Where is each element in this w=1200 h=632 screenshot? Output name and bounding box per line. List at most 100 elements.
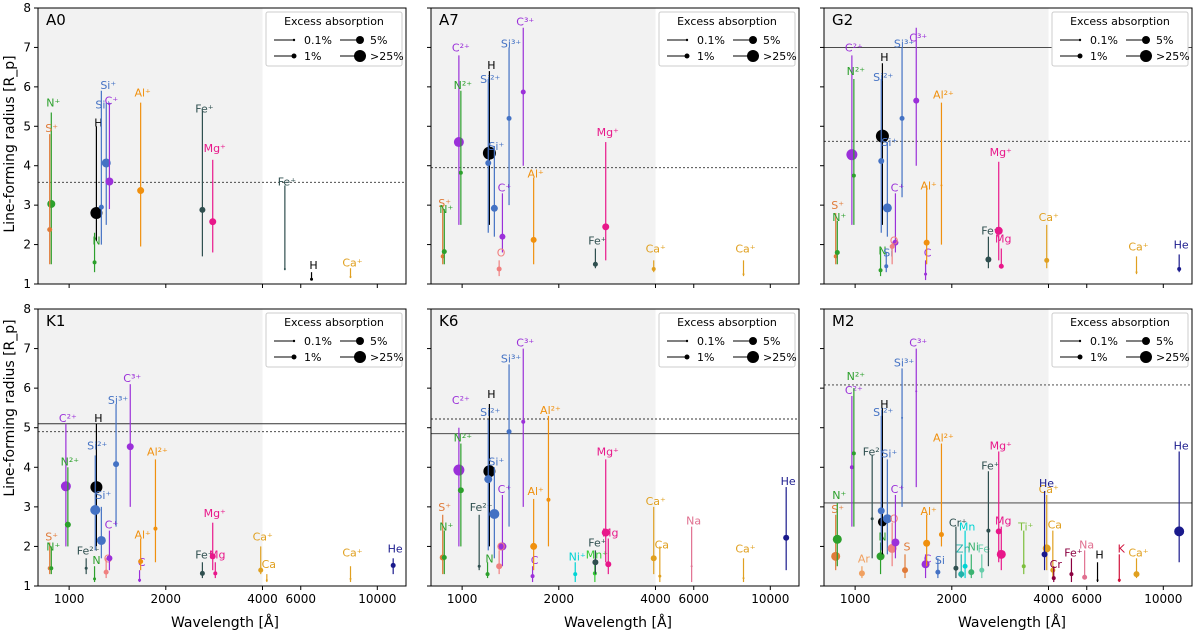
- legend-marker: [1140, 50, 1152, 62]
- legend-item-label: 5%: [1156, 34, 1173, 47]
- line-C²⁺-marker: [453, 137, 464, 148]
- line-Fe⁺-marker: [199, 570, 205, 576]
- line-C³⁺-marker: [913, 97, 920, 104]
- line-Si³⁺-marker: [113, 461, 120, 468]
- line-Mg⁺-label: Mg⁺: [990, 439, 1012, 452]
- x-tick-label: 1000: [840, 592, 871, 606]
- line-N-label: N: [92, 235, 100, 248]
- line-Mg⁺-marker: [601, 528, 610, 537]
- line-He-label: He: [1174, 239, 1189, 252]
- line-Al⁺-marker: [530, 236, 537, 243]
- line-Ca⁺-label: Ca⁺: [253, 530, 273, 543]
- legend-marker: [292, 38, 296, 42]
- line-C³⁺-label: C³⁺: [516, 337, 534, 350]
- legend-item-label: >25%: [1156, 50, 1190, 63]
- y-tick-label: 5: [23, 119, 31, 133]
- line-H-label: H: [94, 116, 102, 129]
- line-Si³⁺-label: Si³⁺: [501, 37, 521, 50]
- line-N⁺-label: N⁺: [439, 521, 453, 534]
- legend-item-label: 1%: [697, 50, 714, 63]
- line-Al⁺-marker: [530, 542, 538, 550]
- legend-box: [265, 312, 403, 368]
- line-Fe⁺-label: Fe⁺: [588, 536, 606, 549]
- line-Mg⁺-label: Mg⁺: [597, 126, 619, 139]
- line-H2-label: H: [1095, 548, 1103, 561]
- line-Si³⁺-marker: [506, 429, 512, 435]
- line-K-label: K: [1118, 542, 1126, 555]
- line-Si⁺-label: Si⁺: [881, 136, 897, 149]
- legend: Excess absorption 0.1% 1% 5% >25%: [265, 11, 404, 67]
- line-O-label: O: [497, 540, 506, 553]
- line-Cr⁺-label: Cr⁺: [949, 517, 967, 530]
- line-Ni⁺-marker: [573, 572, 578, 577]
- line-H-marker: [483, 465, 496, 478]
- line-Si⁺-label: Si⁺: [488, 455, 504, 468]
- line-Ca⁺b-label: Ca⁺: [735, 242, 755, 255]
- line-O-marker: [103, 569, 109, 575]
- y-tick-label: 6: [23, 381, 31, 395]
- legend-marker: [1077, 53, 1083, 59]
- x-tick-label: 4000: [640, 592, 671, 606]
- line-Mg-label: Mg: [995, 233, 1011, 246]
- legend-marker: [292, 339, 296, 343]
- panel-title: K6: [439, 312, 458, 330]
- line-Al⁺-label: Al⁺: [920, 505, 937, 518]
- line-Fe⁺-label: Fe⁺: [588, 235, 606, 248]
- y-tick-label: 4: [23, 460, 31, 474]
- line-Si-label: Si: [883, 246, 893, 259]
- legend-marker: [747, 50, 759, 62]
- y-tick-label: 4: [23, 159, 31, 173]
- line-Ca⁺b-marker: [742, 577, 745, 580]
- line-C³⁺-marker: [521, 419, 526, 424]
- legend-item-label: 1%: [1090, 351, 1107, 364]
- line-Si²⁺-label: Si²⁺: [87, 439, 107, 452]
- line-H-marker: [90, 481, 103, 494]
- line-Ca⁺-label: Ca⁺: [646, 495, 666, 508]
- line-K-marker: [1117, 578, 1121, 582]
- line-S-label: S: [904, 540, 911, 553]
- line-Ca⁺-marker: [1044, 257, 1050, 263]
- x-tick-label: 1000: [54, 592, 85, 606]
- line-S⁺-label: S⁺: [438, 197, 451, 210]
- panel-frame: [430, 308, 800, 587]
- line-Ca⁺b-marker: [1133, 571, 1140, 578]
- legend-marker: [749, 36, 757, 44]
- legend-marker: [747, 351, 759, 363]
- legend-item-label: 5%: [763, 34, 780, 47]
- line-Fe-marker: [979, 567, 985, 573]
- line-Mg-marker: [605, 561, 612, 568]
- y-tick-label: 7: [23, 342, 31, 356]
- legend: Excess absorption 0.1% 1% 5% >25%: [1051, 11, 1190, 67]
- x-tick-label: 2000: [151, 592, 182, 606]
- line-N²⁺-label: N²⁺: [454, 79, 473, 92]
- line-N-label: N: [485, 552, 493, 565]
- line-Fe⁺-marker: [592, 261, 598, 267]
- line-C³⁺-label: C³⁺: [123, 372, 141, 385]
- legend-marker: [685, 339, 689, 343]
- legend-item-label: 5%: [370, 335, 387, 348]
- line-Fe⁺b-marker: [283, 268, 286, 271]
- line-N²⁺-label: N²⁺: [847, 65, 866, 78]
- x-tick-label: 6000: [678, 592, 709, 606]
- line-Si⁺-label: Si⁺: [95, 99, 111, 112]
- line-Si²⁺-label: Si²⁺: [873, 71, 893, 84]
- line-Al⁺-marker: [923, 239, 930, 246]
- line-Ca⁺b-label: Ca⁺: [342, 546, 362, 559]
- line-N⁺-label: N⁺: [439, 203, 453, 216]
- line-Cr⁺-marker: [953, 565, 959, 571]
- legend-title: Excess absorption: [677, 15, 777, 28]
- panel-k1: S⁺N⁺C²⁺N²⁺Fe²⁺NHSi²⁺Si⁺Si³⁺C³⁺OC⁺CAl⁺Al²…: [23, 302, 407, 606]
- line-C-label: C: [924, 552, 932, 565]
- line-Ca⁺b-marker: [742, 273, 745, 276]
- line-Ca⁺-marker: [1042, 544, 1051, 553]
- legend-marker: [356, 36, 364, 44]
- line-Mg-label: Mg: [995, 515, 1011, 528]
- y-tick-label: 8: [23, 302, 31, 316]
- line-Fe⁺b-label: Fe⁺: [278, 175, 296, 188]
- line-Cr-label: Cr: [1050, 558, 1063, 571]
- line-Mg⁺-label: Mg⁺: [990, 146, 1012, 159]
- line-H-label: H: [94, 412, 102, 425]
- line-C⁺-label: C⁺: [891, 181, 905, 194]
- line-Mg-marker: [998, 263, 1004, 269]
- line-He-marker: [390, 562, 396, 568]
